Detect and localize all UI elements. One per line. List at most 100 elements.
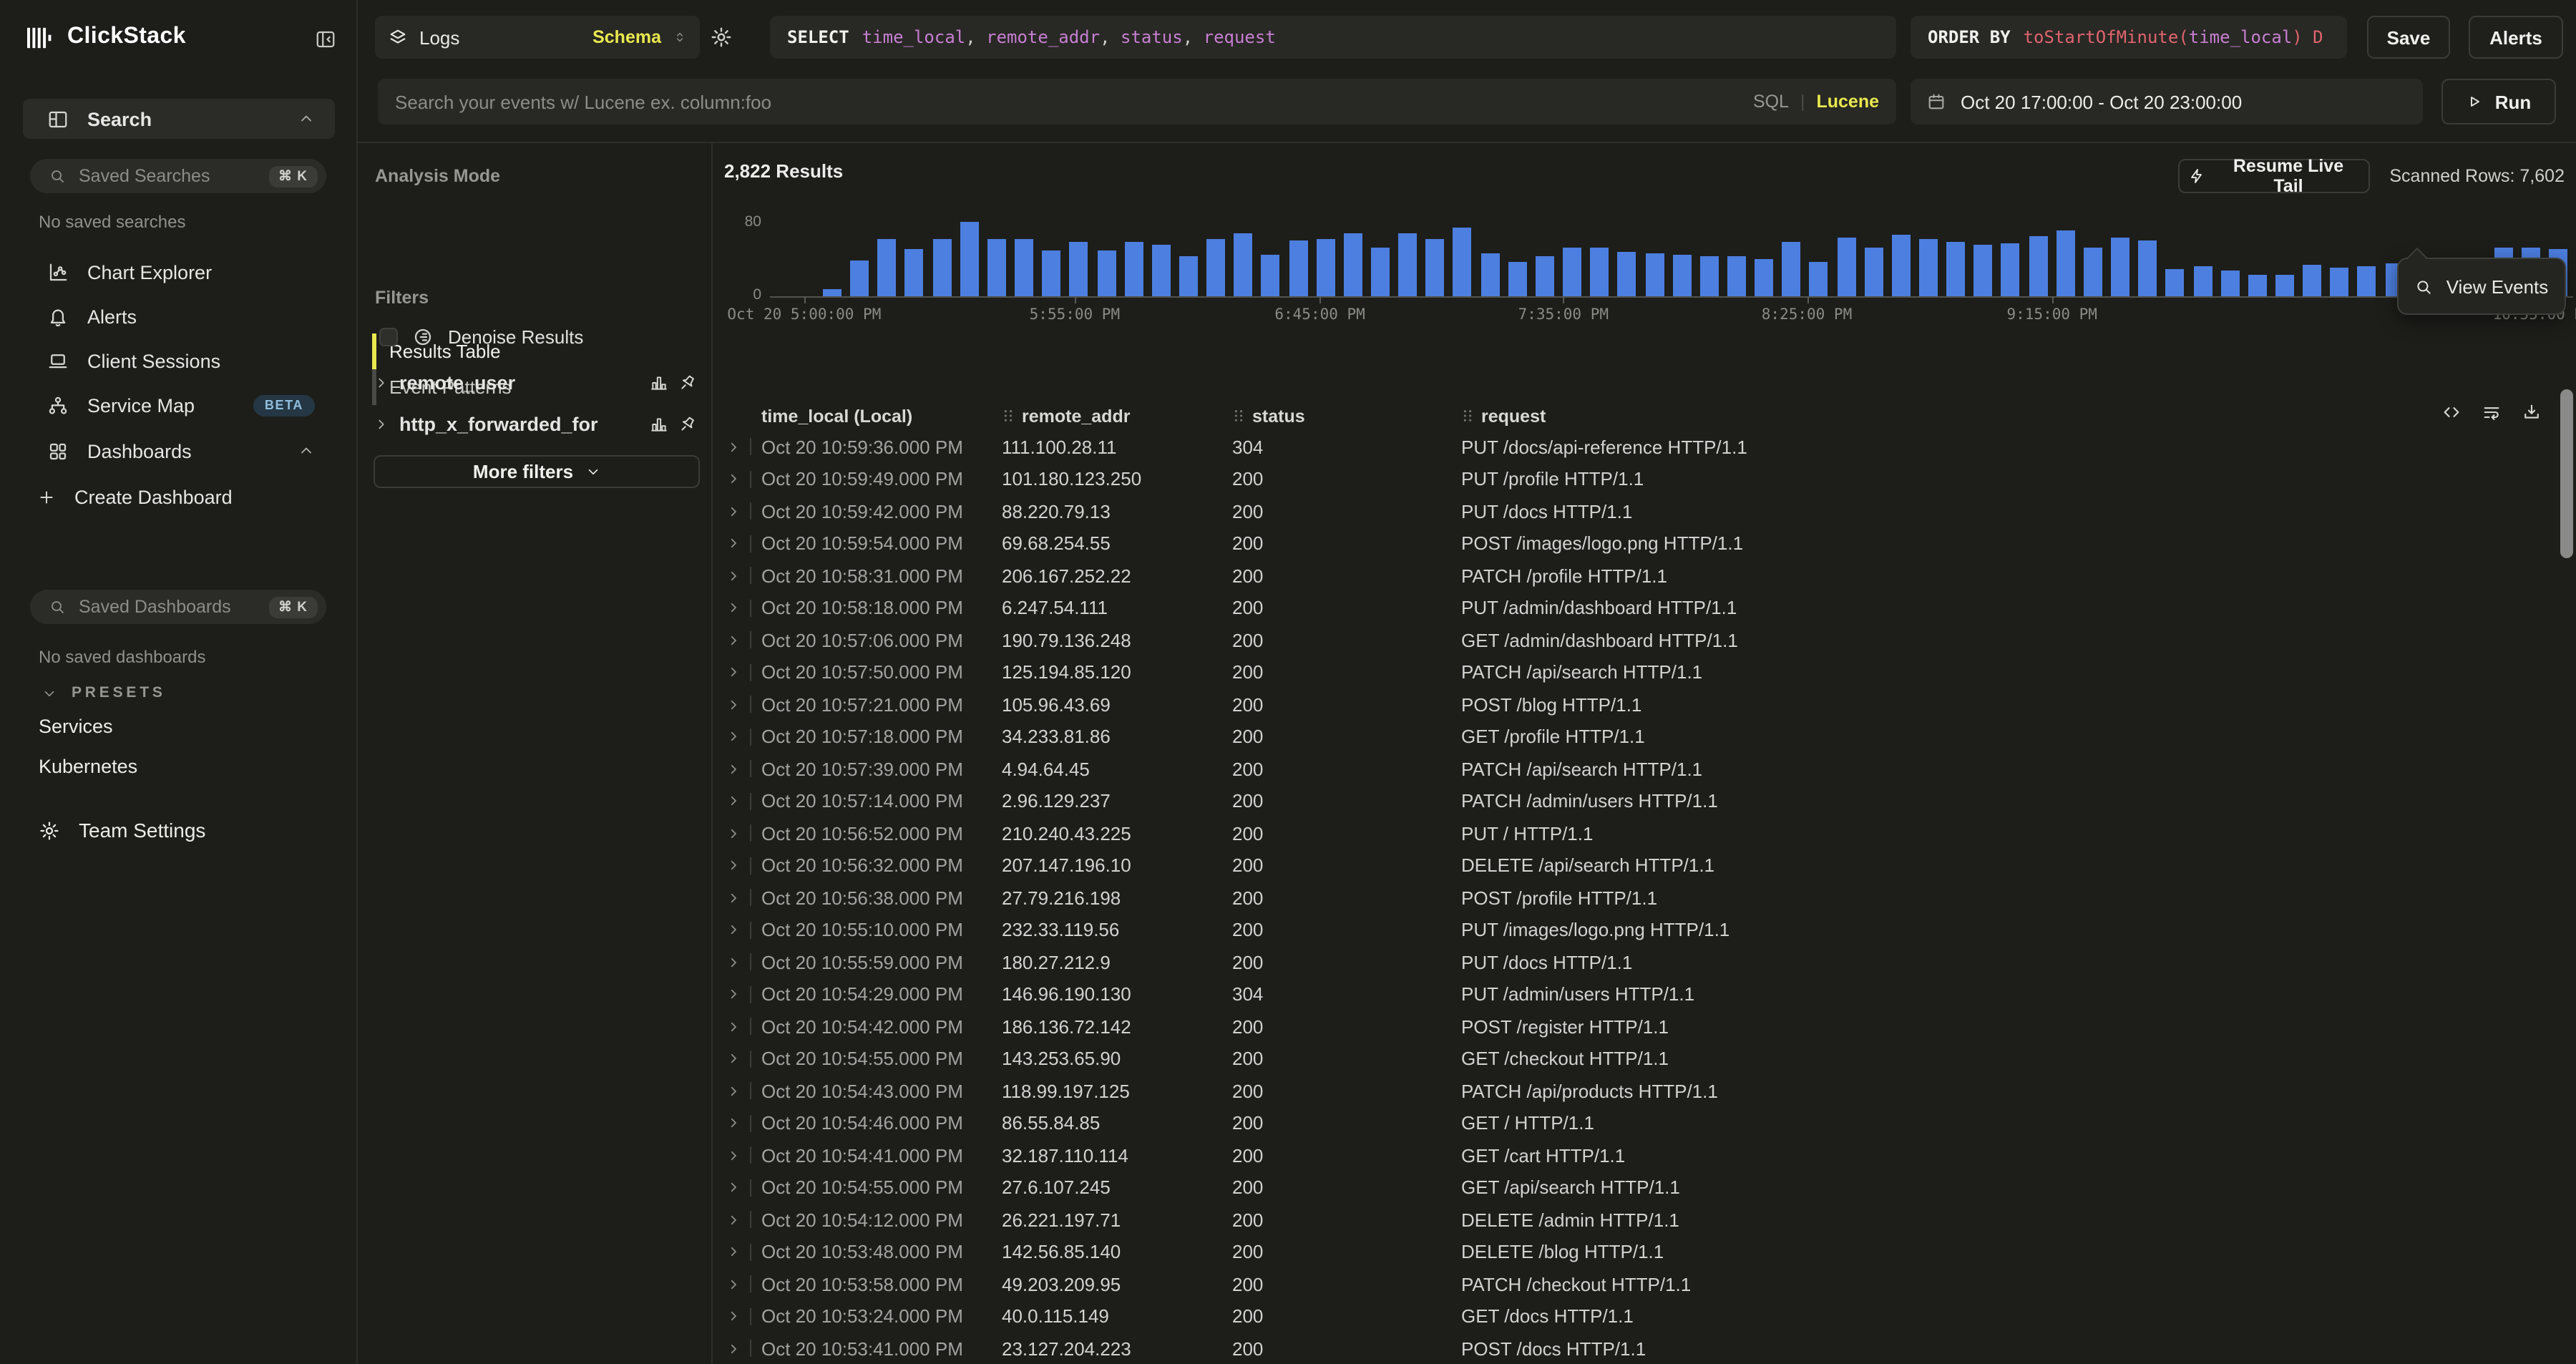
table-row[interactable]: Oct 20 10:57:39.000 PM4.94.64.45200PATCH… xyxy=(713,753,2576,785)
histogram-bar[interactable] xyxy=(1700,256,1719,296)
histogram-bar[interactable] xyxy=(2029,235,2047,296)
histogram-bar[interactable] xyxy=(1097,250,1116,296)
histogram-bar[interactable] xyxy=(1234,234,1253,296)
histogram-bar[interactable] xyxy=(1152,245,1171,296)
column-header-status[interactable]: status xyxy=(1232,406,1461,426)
column-header-request[interactable]: request xyxy=(1461,406,2576,426)
filter-field-remote_user[interactable]: remote_user xyxy=(374,365,697,399)
sidebar-item-client-sessions[interactable]: Client Sessions xyxy=(23,341,335,381)
row-expand-chevron-icon[interactable] xyxy=(727,1147,761,1164)
table-row[interactable]: Oct 20 10:54:46.000 PM86.55.84.85200GET … xyxy=(713,1107,2576,1139)
row-expand-chevron-icon[interactable] xyxy=(727,567,761,585)
saved-dashboards-input[interactable]: Saved Dashboards ⌘ K xyxy=(30,590,326,624)
histogram-bar[interactable] xyxy=(1179,255,1198,296)
mini-bars-icon[interactable] xyxy=(650,373,668,391)
sidebar-item-alerts[interactable]: Alerts xyxy=(23,296,335,336)
alerts-button[interactable]: Alerts xyxy=(2469,16,2563,59)
view-events-tooltip[interactable]: View Events xyxy=(2397,258,2566,315)
save-button[interactable]: Save xyxy=(2367,16,2450,59)
chevron-up-icon[interactable] xyxy=(298,442,315,459)
histogram-bar[interactable] xyxy=(1398,234,1417,296)
vertical-scrollbar[interactable] xyxy=(2560,389,2573,558)
histogram-bar[interactable] xyxy=(1206,238,1225,296)
histogram-bar[interactable] xyxy=(2001,243,2020,296)
histogram-bar[interactable] xyxy=(1946,243,1965,297)
download-icon[interactable] xyxy=(2522,402,2542,422)
row-expand-chevron-icon[interactable] xyxy=(727,1083,761,1100)
histogram-bar[interactable] xyxy=(987,238,1006,296)
pin-icon[interactable] xyxy=(678,373,697,391)
row-expand-chevron-icon[interactable] xyxy=(727,857,761,875)
histogram-bar[interactable] xyxy=(1015,240,1033,297)
row-expand-chevron-icon[interactable] xyxy=(727,471,761,488)
histogram-bar[interactable] xyxy=(2138,240,2157,296)
row-expand-chevron-icon[interactable] xyxy=(727,600,761,617)
table-row[interactable]: Oct 20 10:56:32.000 PM207.147.196.10200D… xyxy=(713,849,2576,882)
row-expand-chevron-icon[interactable] xyxy=(727,1018,761,1036)
events-histogram[interactable]: 80 0 Oct 20 5:00:00 PM5:55:00 PM6:45:00 … xyxy=(724,200,2576,326)
table-row[interactable]: Oct 20 10:54:29.000 PM146.96.190.130304P… xyxy=(713,978,2576,1010)
table-row[interactable]: Oct 20 10:53:24.000 PM40.0.115.149200GET… xyxy=(713,1300,2576,1333)
drag-handle-icon[interactable] xyxy=(1232,408,1245,424)
table-row[interactable]: Oct 20 10:53:48.000 PM142.56.85.140200DE… xyxy=(713,1236,2576,1268)
orderby-clause-input[interactable]: ORDER BY toStartOfMinute(time_local) D xyxy=(1911,16,2347,59)
histogram-bar[interactable] xyxy=(1070,243,1088,297)
row-expand-chevron-icon[interactable] xyxy=(727,825,761,842)
row-expand-chevron-icon[interactable] xyxy=(727,729,761,746)
filter-field-http_x_forwarded_for[interactable]: http_x_forwarded_for xyxy=(374,406,697,441)
row-expand-chevron-icon[interactable] xyxy=(727,439,761,456)
source-select[interactable]: Logs Schema xyxy=(375,16,700,59)
histogram-bar[interactable] xyxy=(2358,267,2376,296)
histogram-bar[interactable] xyxy=(1672,255,1691,296)
create-dashboard-button[interactable]: Create Dashboard xyxy=(23,477,335,517)
histogram-bar[interactable] xyxy=(960,221,979,296)
row-expand-chevron-icon[interactable] xyxy=(727,1244,761,1261)
row-expand-chevron-icon[interactable] xyxy=(727,1179,761,1197)
row-expand-chevron-icon[interactable] xyxy=(727,1340,761,1358)
lucene-option[interactable]: Lucene xyxy=(1816,92,1879,112)
drag-handle-icon[interactable] xyxy=(1461,408,1474,424)
code-icon[interactable] xyxy=(2441,402,2462,422)
histogram-bar[interactable] xyxy=(1782,241,1801,296)
table-row[interactable]: Oct 20 10:54:55.000 PM143.253.65.90200GE… xyxy=(713,1043,2576,1075)
histogram-bar[interactable] xyxy=(1892,235,1911,296)
table-row[interactable]: Oct 20 10:57:50.000 PM125.194.85.120200P… xyxy=(713,656,2576,688)
histogram-bar[interactable] xyxy=(1974,245,1993,296)
table-row[interactable]: Oct 20 10:58:31.000 PM206.167.252.22200P… xyxy=(713,560,2576,592)
column-header-time_local[interactable]: time_local (Local) xyxy=(761,406,1002,426)
sidebar-item-service-map[interactable]: Service MapBETA xyxy=(23,385,335,425)
denoise-checkbox[interactable] xyxy=(379,328,398,346)
histogram-bar[interactable] xyxy=(823,288,841,296)
row-expand-chevron-icon[interactable] xyxy=(727,1308,761,1325)
row-expand-chevron-icon[interactable] xyxy=(727,761,761,778)
histogram-bar[interactable] xyxy=(1755,259,1773,296)
chevron-right-icon[interactable] xyxy=(374,416,389,432)
table-row[interactable]: Oct 20 10:54:42.000 PM186.136.72.142200P… xyxy=(713,1010,2576,1043)
histogram-bar[interactable] xyxy=(2084,248,2102,296)
sidebar-item-dashboards[interactable]: Dashboards xyxy=(23,431,335,471)
more-filters-button[interactable]: More filters xyxy=(374,455,700,488)
histogram-bar[interactable] xyxy=(1042,250,1060,296)
event-search-input[interactable]: Search your events w/ Lucene ex. column:… xyxy=(378,79,1896,125)
histogram-bar[interactable] xyxy=(2166,269,2185,296)
run-button[interactable]: Run xyxy=(2441,79,2556,125)
histogram-bar[interactable] xyxy=(2111,238,2129,296)
table-row[interactable]: Oct 20 10:53:58.000 PM49.203.209.95200PA… xyxy=(713,1268,2576,1300)
histogram-bar[interactable] xyxy=(1919,240,1938,297)
date-range-picker[interactable]: Oct 20 17:00:00 - Oct 20 23:00:00 xyxy=(1911,79,2423,125)
row-expand-chevron-icon[interactable] xyxy=(727,890,761,907)
row-expand-chevron-icon[interactable] xyxy=(727,1051,761,1068)
preset-services[interactable]: Services xyxy=(39,716,113,737)
table-row[interactable]: Oct 20 10:57:21.000 PM105.96.43.69200POS… xyxy=(713,688,2576,721)
row-expand-chevron-icon[interactable] xyxy=(727,632,761,649)
histogram-bar[interactable] xyxy=(1864,247,1883,296)
histogram-bar[interactable] xyxy=(2331,268,2349,296)
table-row[interactable]: Oct 20 10:56:38.000 PM27.79.216.198200PO… xyxy=(713,882,2576,914)
table-row[interactable]: Oct 20 10:59:54.000 PM69.68.254.55200POS… xyxy=(713,527,2576,560)
row-expand-chevron-icon[interactable] xyxy=(727,1212,761,1229)
histogram-bar[interactable] xyxy=(1426,238,1445,296)
presets-toggle[interactable]: PRESETS xyxy=(42,684,166,701)
histogram-bar[interactable] xyxy=(2275,275,2294,296)
table-row[interactable]: Oct 20 10:56:52.000 PM210.240.43.225200P… xyxy=(713,817,2576,849)
sidebar-item-chart-explorer[interactable]: Chart Explorer xyxy=(23,252,335,292)
